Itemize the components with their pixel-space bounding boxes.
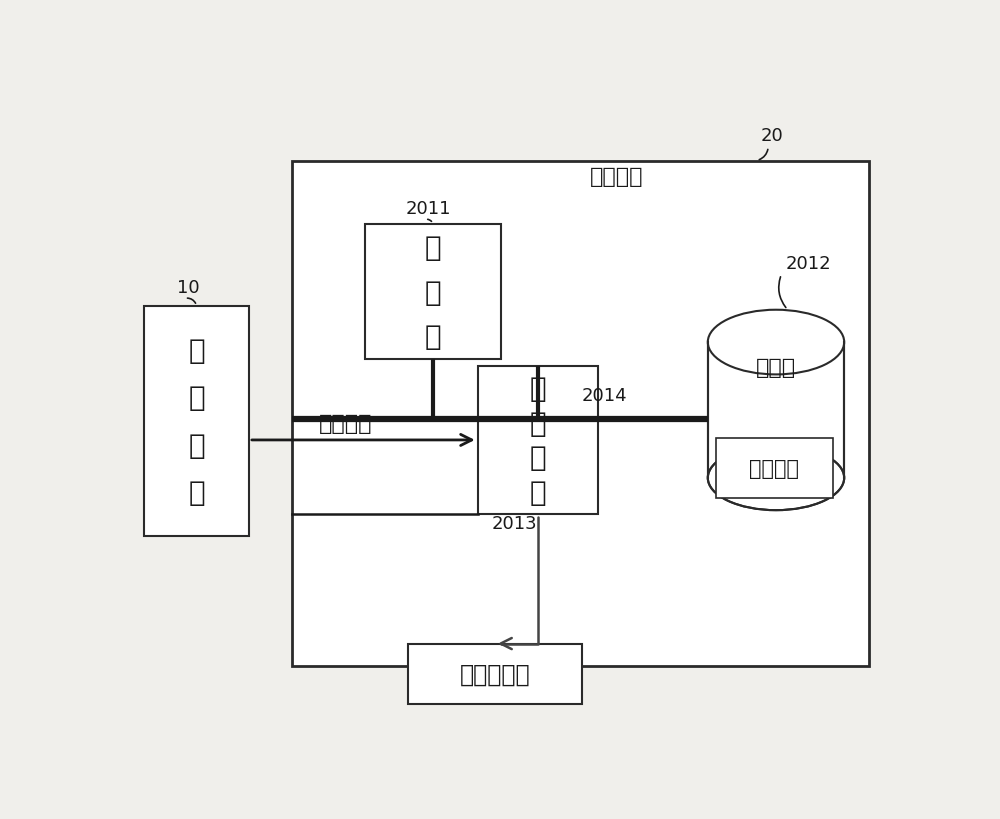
Bar: [292, 161, 869, 666]
Text: 单: 单: [529, 444, 546, 472]
Text: 器: 器: [425, 323, 441, 351]
Bar: [144, 306, 249, 536]
Text: 元: 元: [529, 478, 546, 506]
Bar: [365, 224, 501, 360]
Text: 应用程序: 应用程序: [749, 459, 799, 479]
Text: 网: 网: [188, 337, 205, 364]
Bar: [408, 644, 582, 704]
Bar: [478, 366, 598, 514]
Text: 配置文件: 配置文件: [319, 414, 373, 434]
Text: 理: 理: [425, 278, 441, 306]
Text: 备: 备: [188, 478, 205, 506]
Text: 误配置报告: 误配置报告: [460, 662, 530, 686]
Text: 20: 20: [761, 127, 784, 145]
Text: 2012: 2012: [785, 255, 831, 273]
Text: 2014: 2014: [581, 386, 627, 404]
Ellipse shape: [708, 446, 844, 510]
Text: 络: 络: [188, 384, 205, 412]
Text: 存储器: 存储器: [756, 357, 796, 377]
Bar: [708, 342, 844, 478]
Text: 通: 通: [529, 374, 546, 402]
Ellipse shape: [708, 310, 844, 375]
Text: 信: 信: [529, 409, 546, 437]
Text: 处: 处: [425, 234, 441, 262]
Text: 2011: 2011: [406, 200, 452, 218]
Text: 2013: 2013: [491, 514, 537, 532]
Text: 10: 10: [177, 278, 200, 296]
Text: 检测设备: 检测设备: [590, 167, 644, 187]
Text: 设: 设: [188, 431, 205, 459]
Bar: [716, 439, 833, 499]
